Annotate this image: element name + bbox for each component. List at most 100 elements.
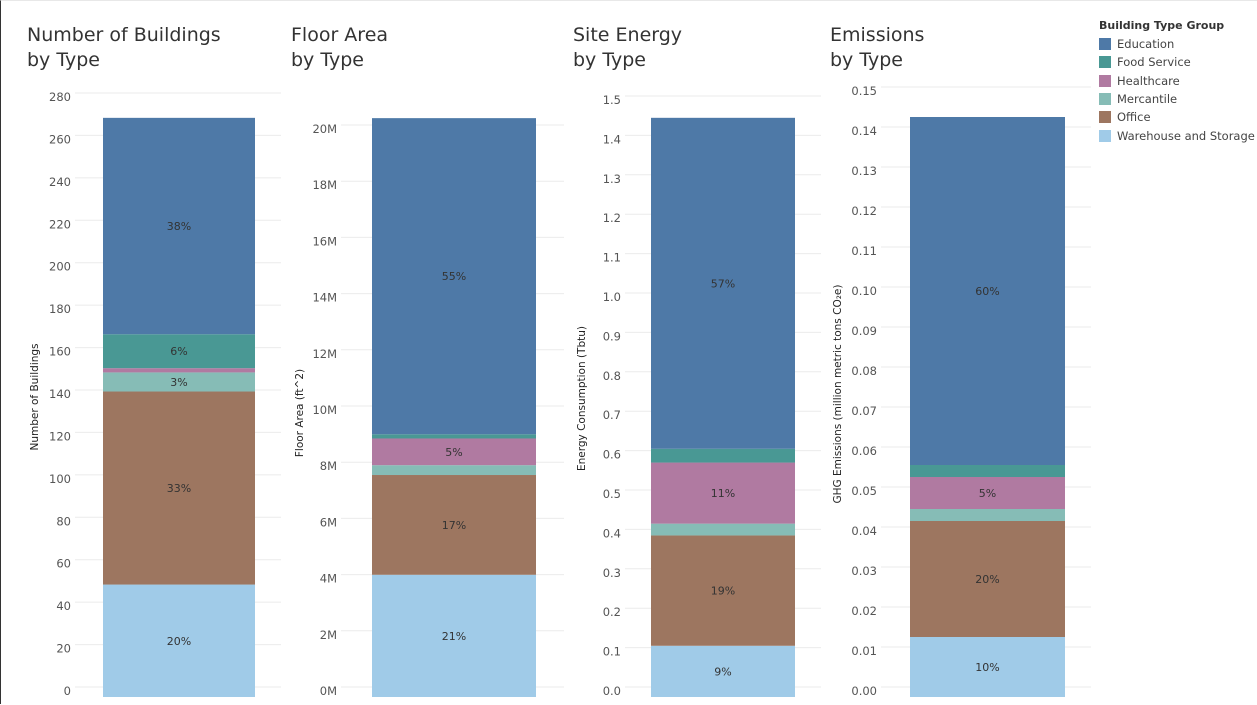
bar-segment xyxy=(651,645,795,697)
bar-segment xyxy=(651,535,795,646)
y-tick-label: 0.05 xyxy=(851,484,877,498)
segment-label: 6% xyxy=(170,345,187,358)
y-tick-label: 60 xyxy=(56,557,71,571)
bar-segment xyxy=(103,584,255,697)
chart-title-line-1: Floor Area xyxy=(291,24,389,46)
segment-label: 5% xyxy=(979,487,996,500)
legend-item[interactable]: Mercantile xyxy=(1099,90,1255,108)
y-tick-label: 0.03 xyxy=(851,564,877,578)
segment-label: 20% xyxy=(975,573,999,586)
legend-item[interactable]: Education xyxy=(1099,35,1255,53)
y-tick-label: 14M xyxy=(312,291,337,305)
y-tick-label: 220 xyxy=(49,217,71,231)
bar-segment xyxy=(651,117,795,449)
bar-segment xyxy=(910,477,1065,509)
y-tick-label: 0.9 xyxy=(603,329,621,343)
legend-item[interactable]: Food Service xyxy=(1099,53,1255,71)
y-tick-label: 0.14 xyxy=(851,124,877,138)
bar-segment xyxy=(910,509,1065,521)
chart-title-emissions: Emissions by Type xyxy=(830,23,924,73)
segment-label: 9% xyxy=(714,665,731,678)
legend-items: Education Food Service Healthcare Mercantil… xyxy=(1099,35,1255,145)
chart-title-line-2: by Type xyxy=(573,49,646,71)
y-tick-label: 2M xyxy=(320,628,337,642)
bar-segment xyxy=(910,637,1065,697)
y-tick-label: 0.04 xyxy=(851,524,877,538)
y-tick-label: 0.6 xyxy=(603,448,621,462)
segment-label: 21% xyxy=(442,630,466,643)
y-tick-label: 40 xyxy=(56,599,71,613)
bar-segment xyxy=(910,465,1065,477)
legend-swatch xyxy=(1099,56,1111,69)
y-tick-label: 1.3 xyxy=(603,172,621,186)
chart-title-line-1: Number of Buildings xyxy=(27,24,221,46)
bar-segment xyxy=(372,574,536,697)
legend-item[interactable]: Office xyxy=(1099,108,1255,126)
y-tick-label: 0 xyxy=(64,684,71,698)
bar-segment xyxy=(103,334,255,369)
y-tick-label: 16M xyxy=(312,234,337,248)
y-tick-label: 0.15 xyxy=(851,84,877,98)
y-tick-label: 0.06 xyxy=(851,444,877,458)
y-tick-label: 1.4 xyxy=(603,132,621,146)
legend-swatch xyxy=(1099,129,1111,142)
legend-label: Warehouse and Storage xyxy=(1117,128,1255,143)
segment-label: 38% xyxy=(167,220,191,233)
chart-title-line-1: Site Energy xyxy=(573,24,683,46)
y-axis-title: Energy Consumption (Tbtu) xyxy=(576,326,588,471)
segment-label: 19% xyxy=(711,585,735,598)
y-tick-label: 0.12 xyxy=(851,204,877,218)
bar-segment xyxy=(910,521,1065,637)
y-tick-label: 0.8 xyxy=(603,369,621,383)
y-tick-label: 0.02 xyxy=(851,604,877,618)
y-tick-label: 160 xyxy=(49,345,71,359)
y-tick-label: 18M xyxy=(312,178,337,192)
legend-item[interactable]: Healthcare xyxy=(1099,72,1255,90)
segment-label: 33% xyxy=(167,482,191,495)
y-tick-label: 1.0 xyxy=(603,290,621,304)
y-tick-label: 0.11 xyxy=(851,244,877,258)
segment-label: 5% xyxy=(445,446,462,459)
y-tick-label: 0.07 xyxy=(851,404,877,418)
segment-label: 20% xyxy=(167,635,191,648)
y-tick-label: 10M xyxy=(312,403,337,417)
bar-segment xyxy=(651,523,795,536)
y-tick-label: 0.13 xyxy=(851,164,877,178)
legend-swatch xyxy=(1099,74,1111,87)
y-tick-label: 120 xyxy=(49,429,71,443)
y-tick-label: 0M xyxy=(320,684,337,698)
legend-swatch xyxy=(1099,111,1111,124)
bar-segment xyxy=(651,462,795,524)
y-axis-title: GHG Emissions (million metric tons CO₂e) xyxy=(832,285,844,504)
segment-label: 11% xyxy=(711,487,735,500)
y-axis-title: Number of Buildings xyxy=(29,343,41,450)
legend: Building Type Group Education Food Servic… xyxy=(1099,19,1255,145)
legend-title: Building Type Group xyxy=(1099,19,1225,32)
chart-title-line-2: by Type xyxy=(27,49,100,71)
y-tick-label: 6M xyxy=(320,515,337,529)
bar-segment xyxy=(651,448,795,463)
y-tick-label: 0.10 xyxy=(851,284,877,298)
y-axis-title: Floor Area (ft^2) xyxy=(294,369,306,457)
y-tick-label: 20M xyxy=(312,122,337,136)
y-tick-label: 0.09 xyxy=(851,324,877,338)
legend-label: Office xyxy=(1117,110,1151,125)
legend-item[interactable]: Warehouse and Storage xyxy=(1099,126,1255,144)
chart-title-buildings: Number of Buildings by Type xyxy=(27,23,221,73)
bar-segment xyxy=(372,434,536,439)
y-tick-label: 100 xyxy=(49,472,71,486)
bar-segment xyxy=(103,117,255,335)
y-tick-label: 4M xyxy=(320,572,337,586)
chart-title-floor-area: Floor Area by Type xyxy=(291,23,388,73)
y-tick-label: 140 xyxy=(49,387,71,401)
y-tick-label: 0.4 xyxy=(603,526,621,540)
y-tick-label: 0.01 xyxy=(851,644,877,658)
bar-segment xyxy=(103,391,255,585)
bar-segment xyxy=(103,368,255,373)
chart-title-line-2: by Type xyxy=(830,49,903,71)
bar-segment xyxy=(103,372,255,392)
y-tick-label: 200 xyxy=(49,260,71,274)
y-tick-label: 0.2 xyxy=(603,605,621,619)
bar-segment xyxy=(910,117,1065,465)
